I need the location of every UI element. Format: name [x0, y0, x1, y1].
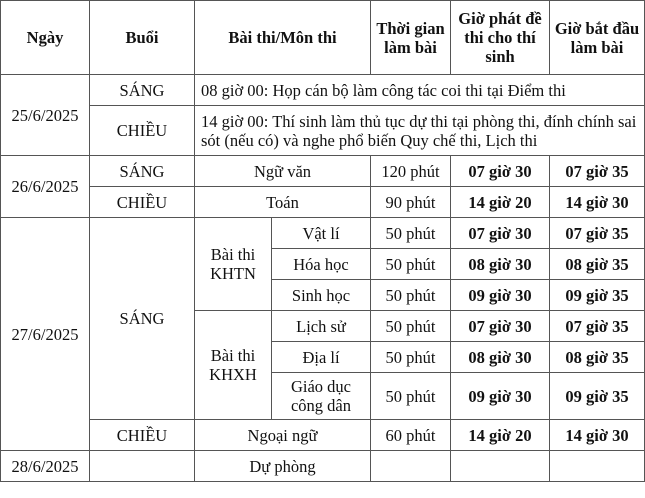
date-cell: 28/6/2025: [0, 450, 90, 482]
duration-cell: [370, 450, 451, 482]
note-cell: 14 giờ 00: Thí sinh làm thủ tục dự thi t…: [194, 105, 645, 156]
start-cell: 07 giờ 35: [549, 217, 645, 249]
duration-cell: 50 phút: [370, 248, 451, 280]
session-cell: SÁNG: [89, 217, 195, 420]
subject-cell: Địa lí: [271, 341, 371, 373]
group-cell: Bài thi KHTN: [194, 217, 272, 311]
session-cell: [89, 450, 195, 482]
subject-cell: Vật lí: [271, 217, 371, 249]
subject-cell: Lịch sử: [271, 310, 371, 342]
group-cell: Bài thi KHXH: [194, 310, 272, 420]
session-cell: CHIỀU: [89, 105, 195, 156]
distribute-cell: 07 giờ 30: [450, 310, 550, 342]
table-row: CHIỀU Ngoại ngữ 60 phút 14 giờ 20 14 giờ…: [1, 419, 645, 451]
header-start: Giờ bắt đầu làm bài: [549, 0, 645, 75]
distribute-cell: 14 giờ 20: [450, 186, 550, 218]
start-cell: 14 giờ 30: [549, 186, 645, 218]
distribute-cell: [450, 450, 550, 482]
distribute-cell: 14 giờ 20: [450, 419, 550, 451]
table-row: CHIỀU Toán 90 phút 14 giờ 20 14 giờ 30: [1, 186, 645, 218]
distribute-cell: 07 giờ 30: [450, 217, 550, 249]
start-cell: 07 giờ 35: [549, 310, 645, 342]
distribute-cell: 09 giờ 30: [450, 279, 550, 311]
start-cell: 09 giờ 35: [549, 279, 645, 311]
start-cell: 08 giờ 35: [549, 248, 645, 280]
duration-cell: 50 phút: [370, 310, 451, 342]
subject-cell: Sinh học: [271, 279, 371, 311]
subject-cell: Dự phòng: [194, 450, 371, 482]
subject-cell: Ngữ văn: [194, 155, 371, 187]
table-row: Sinh học 50 phút 09 giờ 30 09 giờ 35: [1, 279, 645, 311]
subject-cell: Toán: [194, 186, 371, 218]
duration-cell: 50 phút: [370, 217, 451, 249]
note-cell: 08 giờ 00: Họp cán bộ làm công tác coi t…: [194, 74, 645, 106]
start-cell: 07 giờ 35: [549, 155, 645, 187]
duration-cell: 90 phút: [370, 186, 451, 218]
duration-cell: 120 phút: [370, 155, 451, 187]
start-cell: 09 giờ 35: [549, 372, 645, 420]
date-cell: 26/6/2025: [0, 155, 90, 218]
subject-cell: Giáo dục công dân: [271, 372, 371, 420]
session-cell: SÁNG: [89, 155, 195, 187]
start-cell: 14 giờ 30: [549, 419, 645, 451]
duration-cell: 50 phút: [370, 341, 451, 373]
header-duration: Thời gian làm bài: [370, 0, 451, 75]
distribute-cell: 08 giờ 30: [450, 341, 550, 373]
session-cell: CHIỀU: [89, 419, 195, 451]
date-cell: 25/6/2025: [0, 74, 90, 156]
header-date: Ngày: [0, 0, 90, 75]
subject-cell: Ngoại ngữ: [194, 419, 371, 451]
table-row: 27/6/2025 SÁNG Bài thi KHTN Vật lí 50 ph…: [0, 217, 645, 451]
header-subject: Bài thi/Môn thi: [194, 0, 371, 75]
table-row: 26/6/2025 SÁNG Ngữ văn 120 phút 07 giờ 3…: [0, 155, 645, 218]
start-cell: 08 giờ 35: [549, 341, 645, 373]
duration-cell: 50 phút: [370, 372, 451, 420]
session-cell: SÁNG: [89, 74, 195, 106]
header-session: Buổi: [89, 0, 195, 75]
table-row: 28/6/2025 Dự phòng: [0, 450, 645, 482]
header-distribute: Giờ phát đề thi cho thí sinh: [450, 0, 550, 75]
distribute-cell: 09 giờ 30: [450, 372, 550, 420]
table-row: Hóa học 50 phút 08 giờ 30 08 giờ 35: [1, 248, 645, 280]
table-row: Địa lí 50 phút 08 giờ 30 08 giờ 35: [1, 341, 645, 373]
exam-schedule-table: Ngày Buổi Bài thi/Môn thi Thời gian làm …: [0, 0, 645, 482]
table-row: 25/6/2025 SÁNG 08 giờ 00: Họp cán bộ làm…: [0, 74, 645, 156]
distribute-cell: 07 giờ 30: [450, 155, 550, 187]
duration-cell: 60 phút: [370, 419, 451, 451]
table-row: Giáo dục công dân 50 phút 09 giờ 30 09 g…: [1, 372, 645, 420]
subject-cell: Hóa học: [271, 248, 371, 280]
start-cell: [549, 450, 645, 482]
date-cell: 27/6/2025: [0, 217, 90, 451]
table-row: CHIỀU 14 giờ 00: Thí sinh làm thủ tục dự…: [1, 105, 645, 156]
header-row: Ngày Buổi Bài thi/Môn thi Thời gian làm …: [0, 0, 645, 75]
distribute-cell: 08 giờ 30: [450, 248, 550, 280]
session-cell: CHIỀU: [89, 186, 195, 218]
duration-cell: 50 phút: [370, 279, 451, 311]
